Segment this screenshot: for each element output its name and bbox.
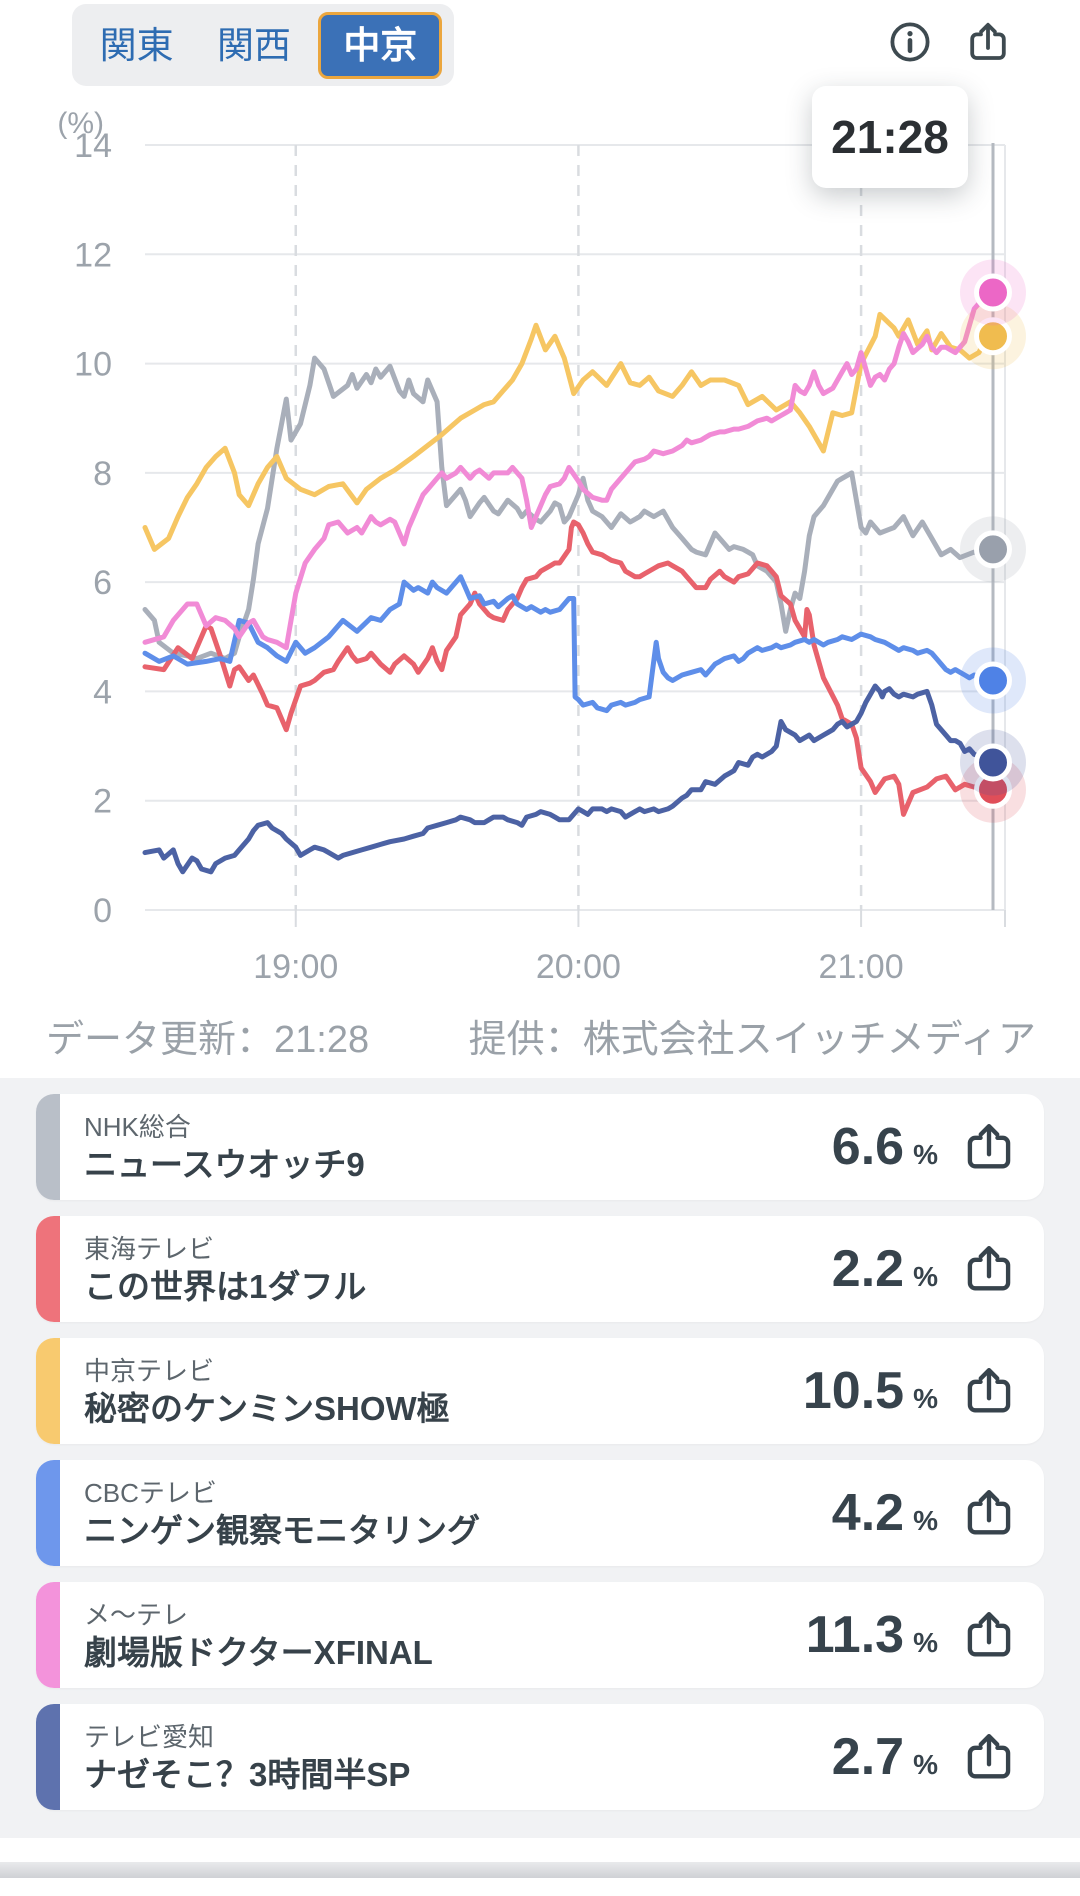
svg-text:2: 2 [93,783,112,821]
channel-name: 東海テレビ [84,1233,215,1264]
rating-value-block: 2.2 % [832,1243,938,1295]
percent-sign: % [913,1261,938,1292]
rating-value: 10.5 [802,1362,905,1420]
program-title: ナゼそこ？3時間半SP [84,1755,411,1793]
channel-color-bar [36,1460,60,1566]
share-icon[interactable] [964,18,1012,66]
rating-value: 4.2 [831,1484,905,1542]
channel-names: 東海テレビ この世界は1ダフル [84,1236,366,1303]
rating-value: 11.3 [805,1606,905,1664]
rating-value-block: 4.2 % [832,1487,938,1539]
channel-names: CBCテレビ ニンゲン観察モニタリング [84,1480,480,1547]
program-title: この世界は1ダフル [84,1267,367,1305]
channel-name: テレビ愛知 [84,1721,215,1752]
chart-footer: データ更新：21:28 提供：株式会社スイッチメディア [46,1008,1036,1063]
channel-list: NHK総合 ニュースウオッチ9 6.6 % 東海テレビ この世界は1ダフル 2.… [0,1078,1080,1838]
header-actions [886,18,1012,66]
channel-card[interactable]: CBCテレビ ニンゲン観察モニタリング 4.2 % [36,1460,1044,1566]
channel-names: NHK総合 ニュースウオッチ9 [84,1114,365,1181]
share-icon[interactable] [960,1728,1018,1786]
svg-text:(%): (%) [57,107,104,140]
svg-text:4: 4 [93,673,112,711]
ratings-chart-area: 0 2 4 6 8 10 12 14 (%) 19:00 20:00 21:00 21:28 [0,0,1080,1060]
svg-text:12: 12 [74,236,112,274]
tab-chukyo[interactable]: 中京 [318,11,443,79]
rating-value: 2.7 [831,1728,905,1786]
channel-name: NHK総合 [84,1111,191,1142]
channel-name: CBCテレビ [84,1477,217,1508]
channel-name: メ〜テレ [84,1599,189,1630]
percent-sign: % [913,1139,938,1170]
svg-text:14: 14 [74,127,112,165]
region-tab-group: 関東 関西 中京 [72,4,454,86]
channel-card[interactable]: NHK総合 ニュースウオッチ9 6.6 % [36,1094,1044,1200]
percent-sign: % [913,1749,938,1780]
share-icon[interactable] [960,1240,1018,1298]
channel-color-bar [36,1582,60,1688]
svg-text:0: 0 [93,892,112,930]
rating-value: 2.2 [831,1240,905,1298]
channel-names: 中京テレビ 秘密のケンミンSHOW極 [84,1358,450,1425]
rating-value-block: 10.5 % [803,1365,938,1417]
info-icon[interactable] [886,18,934,66]
channel-color-bar [36,1216,60,1322]
program-title: ニュースウオッチ9 [84,1145,365,1183]
svg-text:20:00: 20:00 [536,948,621,986]
data-updated-label: データ更新：21:28 [46,1019,370,1061]
share-icon[interactable] [960,1118,1018,1176]
program-title: ニンゲン観察モニタリング [84,1511,480,1549]
ratings-line-chart[interactable]: 0 2 4 6 8 10 12 14(%) 19:00 20:00 21:00 [0,0,1080,1060]
rating-value: 6.6 [831,1118,905,1176]
percent-sign: % [913,1505,938,1536]
rating-value-block: 6.6 % [832,1121,938,1173]
program-title: 秘密のケンミンSHOW極 [84,1389,450,1427]
channel-color-bar [36,1704,60,1810]
channel-card[interactable]: 東海テレビ この世界は1ダフル 2.2 % [36,1216,1044,1322]
channel-name: 中京テレビ [84,1355,215,1386]
tab-kansai[interactable]: 関西 [201,19,307,72]
svg-text:8: 8 [93,455,112,493]
rating-value-block: 11.3 % [806,1609,938,1661]
channel-names: メ〜テレ 劇場版ドクターXFINAL [84,1602,433,1669]
tab-kanto[interactable]: 関東 [84,19,190,72]
percent-sign: % [913,1383,938,1414]
channel-card[interactable]: 中京テレビ 秘密のケンミンSHOW極 10.5 % [36,1338,1044,1444]
bottom-divider-bar [0,1862,1080,1878]
channel-card[interactable]: テレビ愛知 ナゼそこ？3時間半SP 2.7 % [36,1704,1044,1810]
share-icon[interactable] [960,1606,1018,1664]
bottom-strip [0,1838,1080,1896]
share-icon[interactable] [960,1484,1018,1542]
svg-text:10: 10 [74,346,112,384]
channel-color-bar [36,1338,60,1444]
cursor-time-tooltip: 21:28 [812,86,968,188]
percent-sign: % [913,1627,938,1658]
svg-text:6: 6 [93,564,112,602]
channel-card[interactable]: メ〜テレ 劇場版ドクターXFINAL 11.3 % [36,1582,1044,1688]
svg-text:21:00: 21:00 [819,948,904,986]
channel-color-bar [36,1094,60,1200]
rating-value-block: 2.7 % [832,1731,938,1783]
share-icon[interactable] [960,1362,1018,1420]
data-provider-label: 提供：株式会社スイッチメディア [468,1019,1036,1061]
svg-text:19:00: 19:00 [253,948,338,986]
channel-names: テレビ愛知 ナゼそこ？3時間半SP [84,1724,410,1791]
program-title: 劇場版ドクターXFINAL [84,1633,433,1671]
